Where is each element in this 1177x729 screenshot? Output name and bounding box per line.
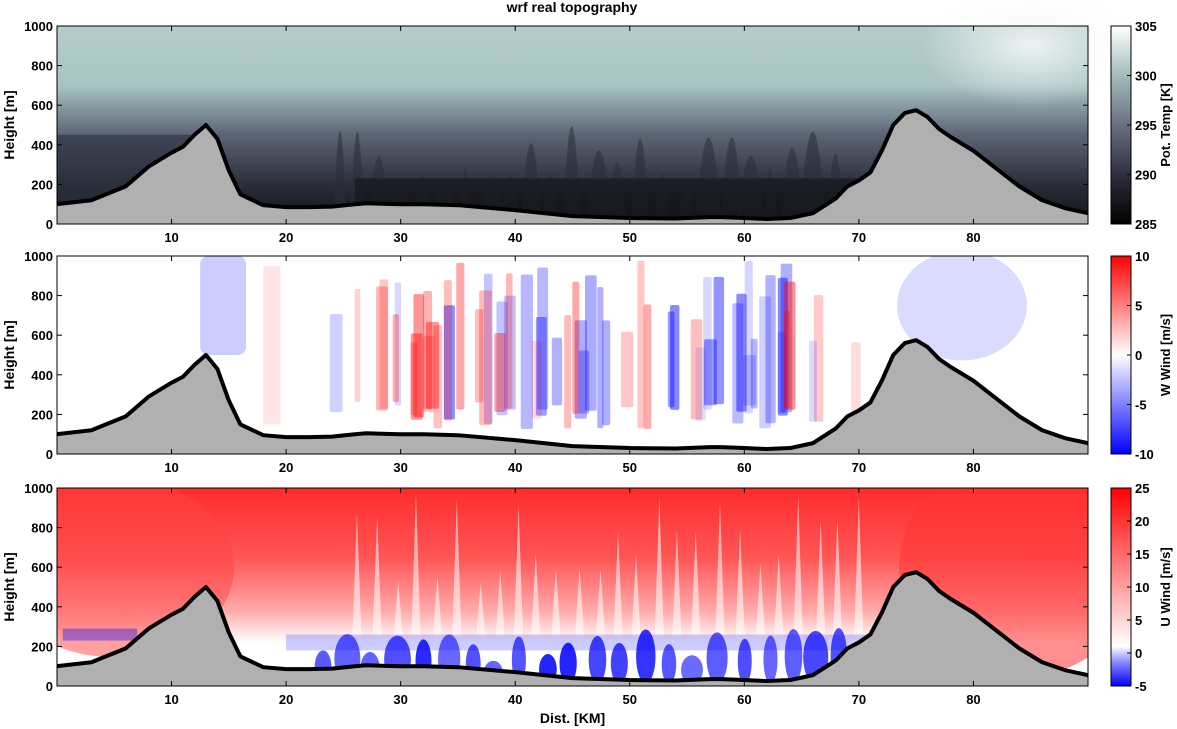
colorbar-tick-label: 290 <box>1135 168 1157 183</box>
y-tick-label: 1000 <box>24 481 53 496</box>
x-axis-label: Dist. [KM] <box>540 710 605 726</box>
terrain-outline <box>57 570 1088 684</box>
x-tick-label: 30 <box>393 460 407 475</box>
y-tick-label: 200 <box>31 639 53 654</box>
colorbar-tick-label: 10 <box>1135 580 1149 595</box>
y-axis-label: Height [m] <box>1 320 17 389</box>
colorbar-tick-label: 5 <box>1135 613 1142 628</box>
colorbar-tick-label: -5 <box>1135 679 1147 694</box>
colorbar-label: W Wind [m/s] <box>1158 314 1173 396</box>
x-tick-label: 80 <box>966 692 980 707</box>
colorbar-label: Pot. Temp [K] <box>1158 83 1173 167</box>
y-tick-label: 400 <box>31 368 53 383</box>
x-tick-label: 10 <box>164 460 178 475</box>
axes-frame <box>56 255 1089 455</box>
panel-2: 10 20 30 40 50 60 70 8002004006008001000Height … <box>1 249 1173 475</box>
colorbar-tick-label: 15 <box>1135 547 1149 562</box>
x-tick-label: 10 <box>164 230 178 245</box>
y-axis-label: Height [m] <box>1 552 17 621</box>
x-tick-label: 50 <box>623 692 637 707</box>
terrain-fill <box>57 110 1088 224</box>
terrain-outline <box>57 108 1088 222</box>
colorbar-tick-label: 305 <box>1135 19 1157 34</box>
x-tick-label: 70 <box>852 230 866 245</box>
y-tick-label: 600 <box>31 98 53 113</box>
field-features-1 <box>57 108 1088 224</box>
y-tick-label: 1000 <box>24 249 53 264</box>
axes-frame <box>56 487 1089 687</box>
y-tick-label: 1000 <box>24 19 53 34</box>
colorbar-tick-label: 0 <box>1135 646 1142 661</box>
x-tick-label: 60 <box>737 230 751 245</box>
x-tick-label: 80 <box>966 460 980 475</box>
x-tick-label: 30 <box>393 230 407 245</box>
y-tick-label: 600 <box>31 560 53 575</box>
colorbar-tick-label: 20 <box>1135 514 1149 529</box>
y-tick-label: 200 <box>31 177 53 192</box>
x-tick-label: 40 <box>508 460 522 475</box>
colorbar-tick-label: 0 <box>1135 348 1142 363</box>
x-tick-label: 50 <box>623 460 637 475</box>
colorbar-tick-label: -10 <box>1135 447 1154 462</box>
terrain-fill <box>57 572 1088 686</box>
y-tick-label: 800 <box>31 59 53 74</box>
panel-1: 10 20 30 40 50 60 70 8002004006008001000Height … <box>1 0 1173 245</box>
x-tick-label: 70 <box>852 692 866 707</box>
y-tick-label: 0 <box>46 217 53 232</box>
colorbar-tick-label: 10 <box>1135 249 1149 264</box>
colorbar-label: U Wind [m/s] <box>1158 547 1173 626</box>
colorbar-tick-label: 5 <box>1135 299 1142 314</box>
y-tick-label: 0 <box>46 447 53 462</box>
figure-title: wrf real topography <box>506 0 638 15</box>
y-tick-label: 400 <box>31 600 53 615</box>
x-tick-label: 70 <box>852 460 866 475</box>
y-tick-label: 600 <box>31 328 53 343</box>
x-tick-label: 40 <box>508 692 522 707</box>
x-tick-label: 40 <box>508 230 522 245</box>
y-tick-label: 800 <box>31 521 53 536</box>
x-tick-label: 80 <box>966 230 980 245</box>
y-tick-label: 800 <box>31 289 53 304</box>
terrain-outline <box>57 338 1088 452</box>
x-tick-label: 20 <box>279 460 293 475</box>
y-tick-label: 400 <box>31 138 53 153</box>
field-features-2 <box>57 256 1088 454</box>
x-tick-label: 30 <box>393 692 407 707</box>
x-tick-label: 50 <box>623 230 637 245</box>
x-tick-label: 60 <box>737 692 751 707</box>
terrain-fill <box>57 340 1088 454</box>
colorbar-tick-label: 25 <box>1135 481 1149 496</box>
colorbar-tick-label: 295 <box>1135 118 1157 133</box>
x-tick-label: 20 <box>279 692 293 707</box>
axes-frame <box>56 25 1089 225</box>
x-tick-label: 20 <box>279 230 293 245</box>
field-features-3 <box>57 488 1088 686</box>
y-tick-label: 0 <box>46 679 53 694</box>
y-tick-label: 200 <box>31 407 53 422</box>
x-tick-label: 60 <box>737 460 751 475</box>
colorbar-tick-label: 300 <box>1135 69 1157 84</box>
colorbar-tick-label: 285 <box>1135 217 1157 232</box>
colorbar-tick-label: -5 <box>1135 398 1147 413</box>
y-axis-label: Height [m] <box>1 90 17 159</box>
x-tick-label: 10 <box>164 692 178 707</box>
panel-3: 10 20 30 40 50 60 70 8002004006008001000Height … <box>1 481 1173 726</box>
